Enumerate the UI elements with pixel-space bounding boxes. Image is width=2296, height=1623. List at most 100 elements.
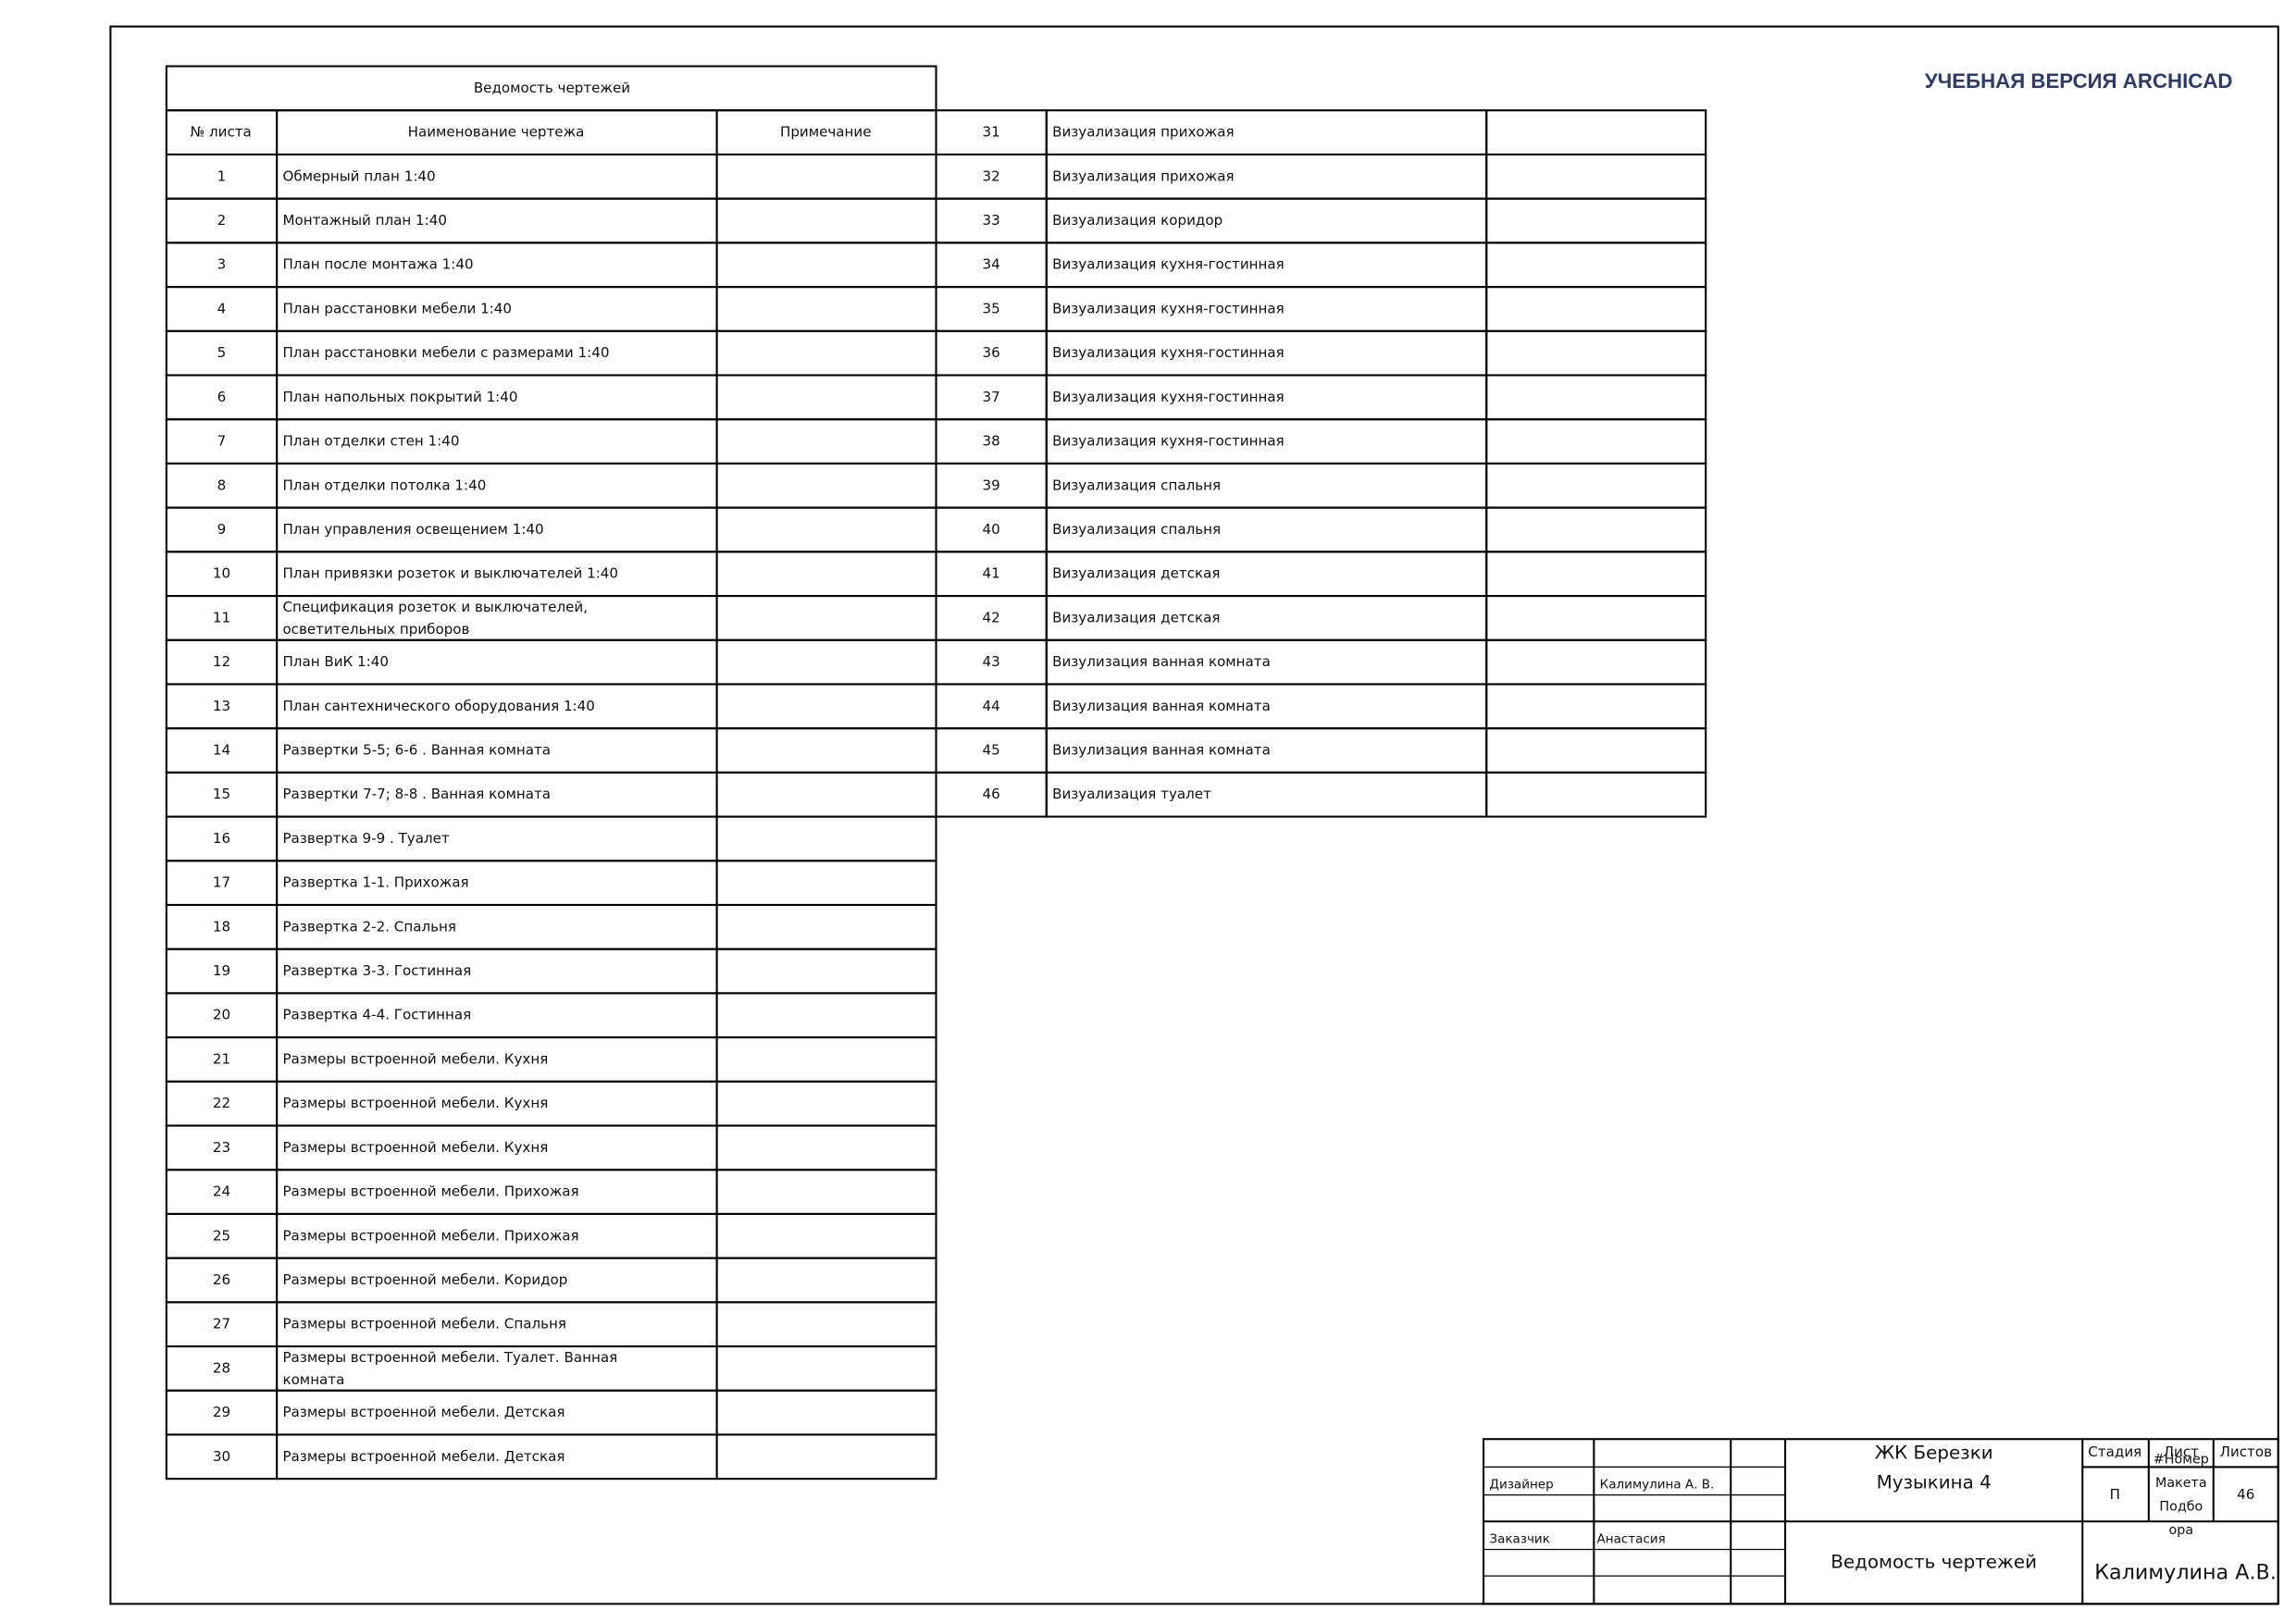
table-cell (715, 286, 937, 332)
sheet-number: 30 (213, 1448, 230, 1465)
sheet-name: Размеры встроенной мебели. Спальня (282, 1316, 565, 1332)
sheet-number: 38 (983, 433, 1000, 450)
table-cell (715, 903, 937, 950)
sheet-number: 11 (213, 609, 230, 626)
table-cell (715, 1389, 937, 1436)
sheet-name: Визуализация прихожая (1052, 124, 1234, 141)
sheet-number: 3 (217, 256, 227, 273)
table-cell (715, 1257, 937, 1304)
table-cell (715, 462, 937, 509)
sheet-name: Размеры встроенной мебели. Прихожая (282, 1183, 578, 1200)
sheet-name: План расстановки мебели с размерами 1:40 (282, 344, 609, 361)
sheet-name: Развертки 7-7; 8-8 . Ванная комната (282, 786, 551, 802)
sheet-name: План сантехнического оборудования 1:40 (282, 698, 594, 714)
sheet-number: 35 (983, 300, 1000, 316)
table-cell (715, 1433, 937, 1481)
table-cell (1485, 551, 1707, 598)
sheet-name: Визуализация детская (1052, 565, 1220, 582)
sheet-number: 27 (213, 1316, 230, 1332)
sheet-title: Ведомость чертежей (1831, 1551, 2037, 1572)
stamp-label: Заказчик (1489, 1531, 1549, 1546)
sheet-number: 19 (213, 962, 230, 979)
sheet-number: 4 (217, 300, 227, 316)
column-header: Примечание (780, 124, 872, 141)
sheet-name: Визуализация коридор (1052, 212, 1222, 229)
stamp: Дизайнер Калимулина А. В. Заказчик Анаст… (1483, 1438, 2279, 1605)
table-cell (1485, 109, 1707, 156)
sheet-name: Визуализация кухня-гостинная (1052, 300, 1285, 316)
table-cell (715, 506, 937, 553)
sheet-number: 41 (983, 565, 1000, 582)
stamp-label: Дизайнер (1489, 1478, 1553, 1493)
sheet-number: 46 (983, 786, 1000, 802)
table-cell (715, 860, 937, 907)
table-cell (715, 329, 937, 377)
sheet-name: План напольных покрытий 1:40 (282, 389, 517, 405)
sheet-name: Визуализация кухня-гостинная (1052, 389, 1285, 405)
sheet-number: 45 (983, 742, 1000, 759)
sheet-number: 5 (217, 344, 227, 361)
sheet-number: #Номер (2153, 1452, 2209, 1467)
sheet-name: Визуализация детская (1052, 609, 1220, 626)
stamp-label: Листов (2220, 1443, 2272, 1460)
sheet-number: Подбо (2159, 1499, 2203, 1514)
sheet-name: Развертка 9-9 . Туалет (282, 830, 449, 847)
sheet-name: Спецификация розеток и выключателей, (282, 599, 588, 615)
sheet-name: осветительных приборов (282, 621, 469, 638)
sheet-number: 7 (217, 433, 227, 450)
table-cell (715, 551, 937, 598)
sheet-name: Размеры встроенной мебели. Прихожая (282, 1227, 578, 1244)
stamp-value: Анастасия (1597, 1531, 1666, 1546)
sheet-name: Визуализация прихожая (1052, 167, 1234, 184)
table-cell (715, 1169, 937, 1215)
sheet-number: 28 (213, 1359, 230, 1376)
table-cell (1485, 771, 1707, 818)
table-cell (715, 1080, 937, 1127)
table-cell (715, 1036, 937, 1083)
table-cell (715, 727, 937, 774)
sheet-name: Размеры встроенной мебели. Туалет. Ванна… (282, 1349, 617, 1366)
sheet-name: Визуализация спальня (1052, 477, 1221, 493)
sheet-name: Размеры встроенной мебели. Детская (282, 1448, 565, 1465)
sheet-name: Монтажный план 1:40 (282, 212, 446, 229)
sheet-number: 36 (983, 344, 1000, 361)
table-cell (1485, 638, 1707, 686)
sheet-number: 9 (217, 521, 227, 538)
sheet-number: 26 (213, 1271, 230, 1288)
table-cell (1485, 329, 1707, 377)
sheet-number: 24 (213, 1183, 230, 1200)
sheet-name: План расстановки мебели 1:40 (282, 300, 512, 316)
table-cell (715, 1301, 937, 1348)
table-cell (1485, 374, 1707, 421)
sheet-number: ора (2169, 1523, 2194, 1538)
sheet-number: 44 (983, 698, 1000, 714)
sheet-name: План привязки розеток и выключателей 1:4… (282, 565, 618, 582)
stamp-label: Стадия (2088, 1443, 2141, 1460)
sheet-name: Визуализация кухня-гостинная (1052, 344, 1285, 361)
table-cell (715, 153, 937, 200)
table-cell (715, 1124, 937, 1171)
sheet-number: 40 (983, 521, 1000, 538)
table-cell (715, 638, 937, 686)
sheet-number: 16 (213, 830, 230, 847)
sheet-name: План отделки стен 1:40 (282, 433, 459, 450)
sheet-number: 20 (213, 1007, 230, 1023)
sheet-number: 22 (213, 1095, 230, 1111)
table-cell (715, 197, 937, 244)
sheet-number: 17 (213, 874, 230, 891)
sheet-name: Развертка 1-1. Прихожая (282, 874, 468, 891)
sheet-name: Развертка 2-2. Спальня (282, 918, 456, 935)
sheet-number: 15 (213, 786, 230, 802)
sheet-number: 25 (213, 1227, 230, 1244)
column-header: № листа (191, 124, 252, 141)
table-cell (715, 992, 937, 1039)
sheet-number: 34 (983, 256, 1000, 273)
sheet-number: 23 (213, 1139, 230, 1156)
sheet-name: План после монтажа 1:40 (282, 256, 473, 273)
sheet-number: 21 (213, 1050, 230, 1067)
sheet-name: Размеры встроенной мебели. Кухня (282, 1095, 548, 1111)
sheet-name: Размеры встроенной мебели. Коридор (282, 1271, 567, 1288)
table-cell (1485, 683, 1707, 730)
sheet-number: 12 (213, 653, 230, 670)
